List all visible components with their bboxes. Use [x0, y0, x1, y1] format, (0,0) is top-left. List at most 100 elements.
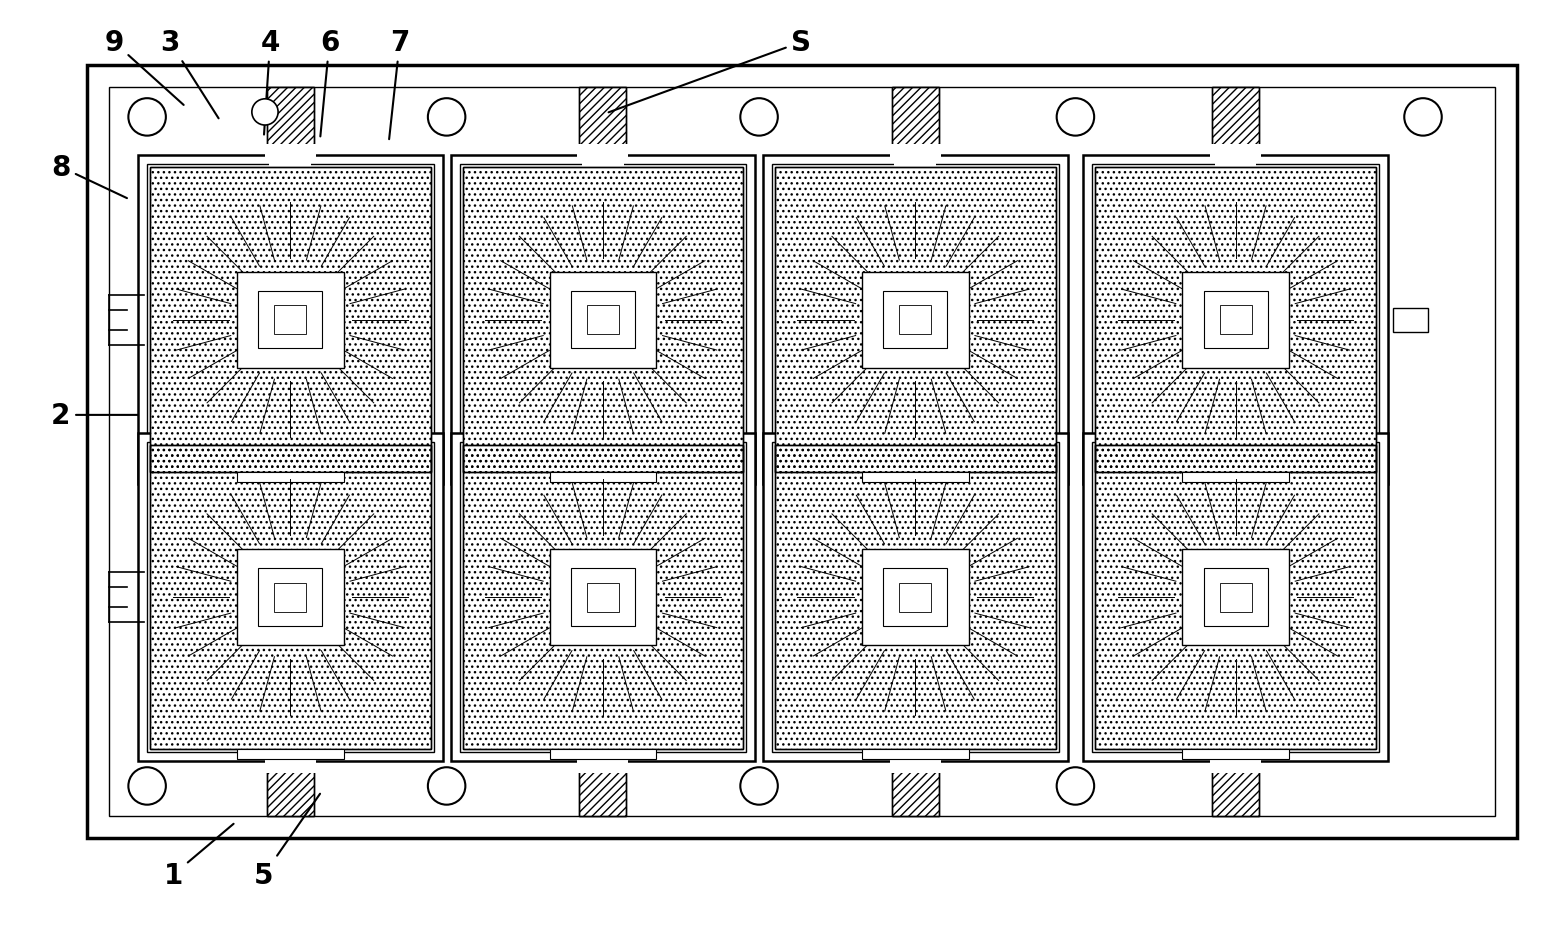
Bar — [883, 569, 947, 627]
Bar — [138, 434, 443, 762]
Bar — [579, 434, 626, 484]
Bar — [892, 762, 939, 816]
Bar — [582, 754, 624, 763]
Bar — [268, 88, 315, 156]
Bar — [775, 445, 1056, 750]
Bar — [150, 168, 430, 473]
Bar — [892, 88, 939, 156]
Bar — [587, 583, 618, 612]
Bar — [862, 750, 969, 759]
Bar — [463, 168, 743, 473]
Bar — [1096, 168, 1376, 473]
Bar — [147, 442, 434, 753]
Bar — [775, 445, 1056, 750]
Bar — [264, 145, 316, 159]
Circle shape — [740, 768, 778, 805]
Bar — [264, 758, 316, 773]
Bar — [775, 445, 1056, 750]
Bar — [463, 168, 743, 473]
Bar — [1210, 145, 1261, 159]
Bar — [579, 434, 626, 484]
Text: 4: 4 — [260, 29, 280, 135]
Bar — [1096, 445, 1376, 750]
Bar — [1096, 168, 1376, 473]
Text: 8: 8 — [52, 154, 127, 199]
Bar — [892, 434, 939, 484]
Bar — [577, 145, 628, 159]
Bar — [138, 156, 443, 484]
Bar — [1213, 434, 1258, 484]
Bar — [579, 762, 626, 816]
Circle shape — [427, 768, 465, 805]
Bar — [571, 291, 635, 349]
Bar — [579, 88, 626, 156]
Bar — [775, 168, 1056, 473]
Bar — [1219, 583, 1252, 612]
Bar — [1393, 309, 1427, 332]
Text: 2: 2 — [52, 401, 163, 429]
Bar — [900, 306, 931, 335]
Bar — [1092, 165, 1379, 476]
Bar — [1213, 88, 1258, 156]
Bar — [463, 445, 743, 750]
Bar — [1096, 445, 1376, 750]
Bar — [1213, 88, 1258, 156]
Bar — [1213, 762, 1258, 816]
Bar — [1083, 434, 1388, 762]
Bar — [274, 306, 307, 335]
Circle shape — [252, 100, 279, 126]
Bar — [460, 165, 747, 476]
Bar — [1203, 569, 1268, 627]
Bar — [236, 473, 344, 482]
Bar — [463, 445, 743, 750]
Bar — [892, 762, 939, 816]
Bar — [764, 434, 1067, 762]
Bar — [1083, 156, 1388, 484]
Bar — [579, 88, 626, 156]
Text: 6: 6 — [319, 29, 340, 137]
Bar — [1214, 754, 1257, 763]
Bar — [268, 434, 315, 484]
Bar — [268, 762, 315, 816]
Text: 5: 5 — [254, 794, 321, 889]
Bar — [236, 550, 344, 645]
Bar — [1213, 434, 1258, 484]
Bar — [268, 434, 315, 484]
Bar — [150, 445, 430, 750]
Bar — [892, 762, 939, 816]
Bar — [1213, 762, 1258, 816]
Bar — [274, 583, 307, 612]
Bar — [772, 165, 1058, 476]
Bar — [451, 434, 756, 762]
Bar — [549, 273, 656, 368]
Bar — [236, 273, 344, 368]
Bar — [463, 168, 743, 473]
Circle shape — [740, 99, 778, 136]
Bar — [579, 434, 626, 484]
Bar — [258, 291, 322, 349]
Circle shape — [128, 768, 166, 805]
Bar — [549, 473, 656, 482]
Bar — [1203, 291, 1268, 349]
Bar — [1213, 762, 1258, 816]
Bar — [549, 750, 656, 759]
Bar — [269, 754, 311, 763]
Bar — [775, 168, 1056, 473]
Text: 9: 9 — [105, 29, 183, 106]
Bar — [1210, 758, 1261, 773]
Circle shape — [1404, 99, 1441, 136]
Bar — [772, 442, 1058, 753]
Bar — [1092, 442, 1379, 753]
Bar — [862, 273, 969, 368]
Bar — [451, 156, 756, 484]
Bar — [577, 758, 628, 773]
Bar — [268, 762, 315, 816]
Bar — [862, 473, 969, 482]
Bar — [892, 88, 939, 156]
Bar — [268, 88, 315, 156]
Bar — [883, 291, 947, 349]
Bar — [571, 569, 635, 627]
Bar — [150, 445, 430, 750]
Bar — [88, 66, 1516, 838]
Bar — [582, 153, 624, 167]
